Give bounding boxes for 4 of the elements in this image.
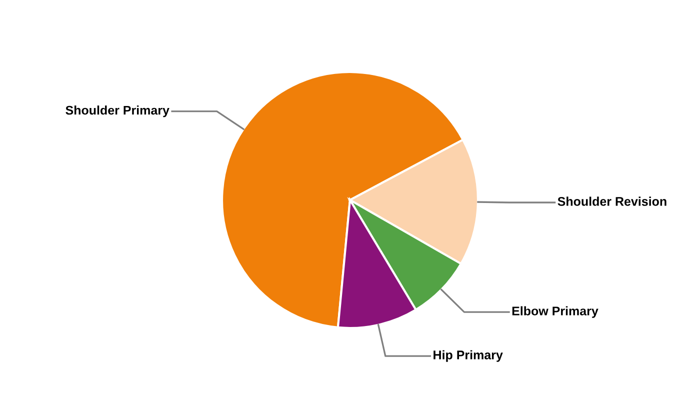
slice-label: Shoulder Primary [66,105,170,118]
slice-label: Hip Primary [434,350,503,362]
slice-label: Elbow Primary [512,306,598,318]
slice-label: Shoulder Revision [558,196,666,206]
